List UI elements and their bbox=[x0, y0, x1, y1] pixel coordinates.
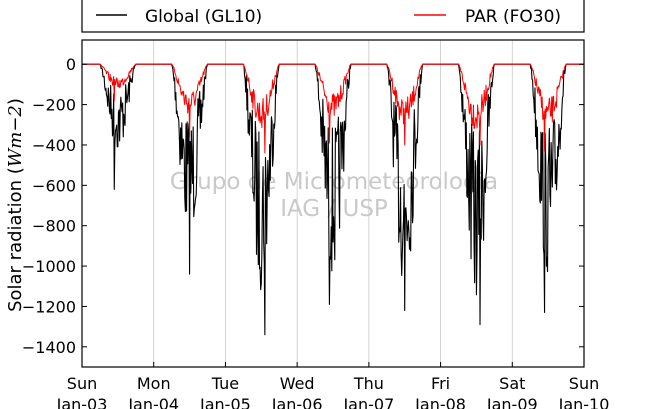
x-tick-date: Jan-07 bbox=[342, 395, 394, 409]
y-tick-label: −1400 bbox=[22, 338, 76, 357]
y-tick-label: −1200 bbox=[22, 297, 76, 316]
y-tick-label: 0 bbox=[66, 55, 76, 74]
x-tick-date: Jan-03 bbox=[56, 395, 108, 409]
y-axis-label-text: Solar radiation ( bbox=[5, 167, 26, 312]
y-tick-label: −200 bbox=[32, 96, 76, 115]
legend: Global (GL10) PAR (FO30) bbox=[81, 0, 585, 33]
x-tick-date: Jan-04 bbox=[127, 395, 179, 409]
x-tick-day: Fri bbox=[431, 374, 450, 393]
y-axis: 0 −200 −400 −600 −800 −1000 −1200 −1400 bbox=[22, 55, 584, 357]
y-tick-label: −800 bbox=[32, 217, 76, 236]
x-tick-day: Mon bbox=[137, 374, 171, 393]
legend-label-global: Global (GL10) bbox=[145, 7, 262, 27]
legend-label-par: PAR (FO30) bbox=[465, 7, 561, 27]
series-par-line bbox=[82, 63, 584, 154]
x-tick-day: Sun bbox=[569, 374, 599, 393]
x-tick-date: Jan-05 bbox=[199, 395, 251, 409]
x-tick-day: Sun bbox=[67, 374, 97, 393]
plot-frame bbox=[81, 39, 585, 368]
x-tick-date: Jan-08 bbox=[414, 395, 466, 409]
x-axis: Sun Jan-03 Mon Jan-04 Tue Jan-05 Wed Jan-06 Thu J… bbox=[56, 362, 610, 409]
x-tick-date: Jan-10 bbox=[558, 395, 610, 409]
x-tick-day: Thu bbox=[353, 374, 384, 393]
x-tick-day: Tue bbox=[211, 374, 239, 393]
y-tick-label: −1000 bbox=[22, 257, 76, 276]
x-tick-date: Jan-06 bbox=[271, 395, 323, 409]
x-grid bbox=[153, 40, 513, 367]
y-axis-label-close: ) bbox=[5, 98, 26, 105]
y-tick-label: −400 bbox=[32, 136, 76, 155]
series-layer bbox=[82, 63, 584, 336]
y-tick-label: −600 bbox=[32, 176, 76, 195]
y-axis-label-unit: Wm−2 bbox=[5, 105, 26, 167]
legend-box bbox=[81, 0, 585, 33]
y-axis-label: Solar radiation (Wm−2) bbox=[5, 98, 26, 312]
watermark-line-1: Grupo de Micrometeorologia bbox=[170, 169, 498, 195]
x-tick-date: Jan-09 bbox=[486, 395, 538, 409]
x-tick-day: Wed bbox=[280, 374, 315, 393]
x-tick-day: Sat bbox=[499, 374, 525, 393]
